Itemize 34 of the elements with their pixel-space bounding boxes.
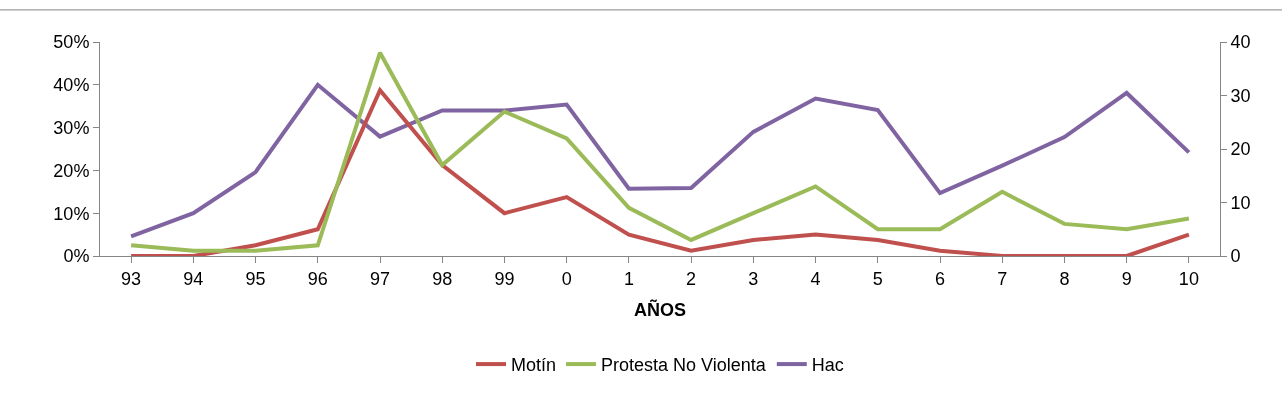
line-series: [129, 50, 1191, 253]
x-tick-label: 94: [183, 268, 204, 289]
y-tick-label: 50%: [53, 32, 90, 53]
x-tick-label: 96: [307, 268, 328, 289]
x-tick-label: 3: [748, 268, 759, 289]
x-tick-label: 95: [245, 268, 266, 289]
x-tick-label: 9: [1121, 268, 1132, 289]
x-tick-label: 2: [686, 268, 697, 289]
y2-tick-label: 20: [1230, 139, 1251, 160]
x-tick-label: 7: [997, 268, 1008, 289]
x-tick-label: 1: [623, 268, 634, 289]
x-axis-title: AÑOS: [633, 298, 687, 320]
x-tick-label: 99: [494, 268, 515, 289]
y-tick-label: 10%: [53, 203, 90, 224]
x-tick-label: 5: [872, 268, 883, 289]
x-tick-label: 98: [432, 268, 453, 289]
y2-tick-label: 0: [1230, 246, 1241, 267]
y-tick-label: 0%: [63, 246, 90, 267]
y2-tick-label: 10: [1230, 192, 1251, 213]
y-tick-label: 30%: [53, 117, 90, 138]
x-tick-label: 8: [1059, 268, 1070, 289]
legend-label: Protesta No Violenta: [601, 355, 767, 376]
x-tick-label: 10: [1178, 268, 1199, 289]
legend-label: Motín: [511, 355, 557, 376]
x-tick-label: 0: [561, 268, 572, 289]
y2-tick-label: 30: [1230, 85, 1251, 106]
x-tick-label: 4: [810, 268, 821, 289]
y-tick-label: 40%: [53, 75, 90, 96]
legend-label: Hac: [811, 355, 844, 376]
x-tick-label: 97: [369, 268, 391, 289]
x-tick-label: 93: [121, 268, 142, 289]
y2-tick-label: 40: [1230, 32, 1251, 53]
x-tick-label: 6: [934, 268, 946, 289]
y-tick-label: 20%: [53, 160, 90, 181]
